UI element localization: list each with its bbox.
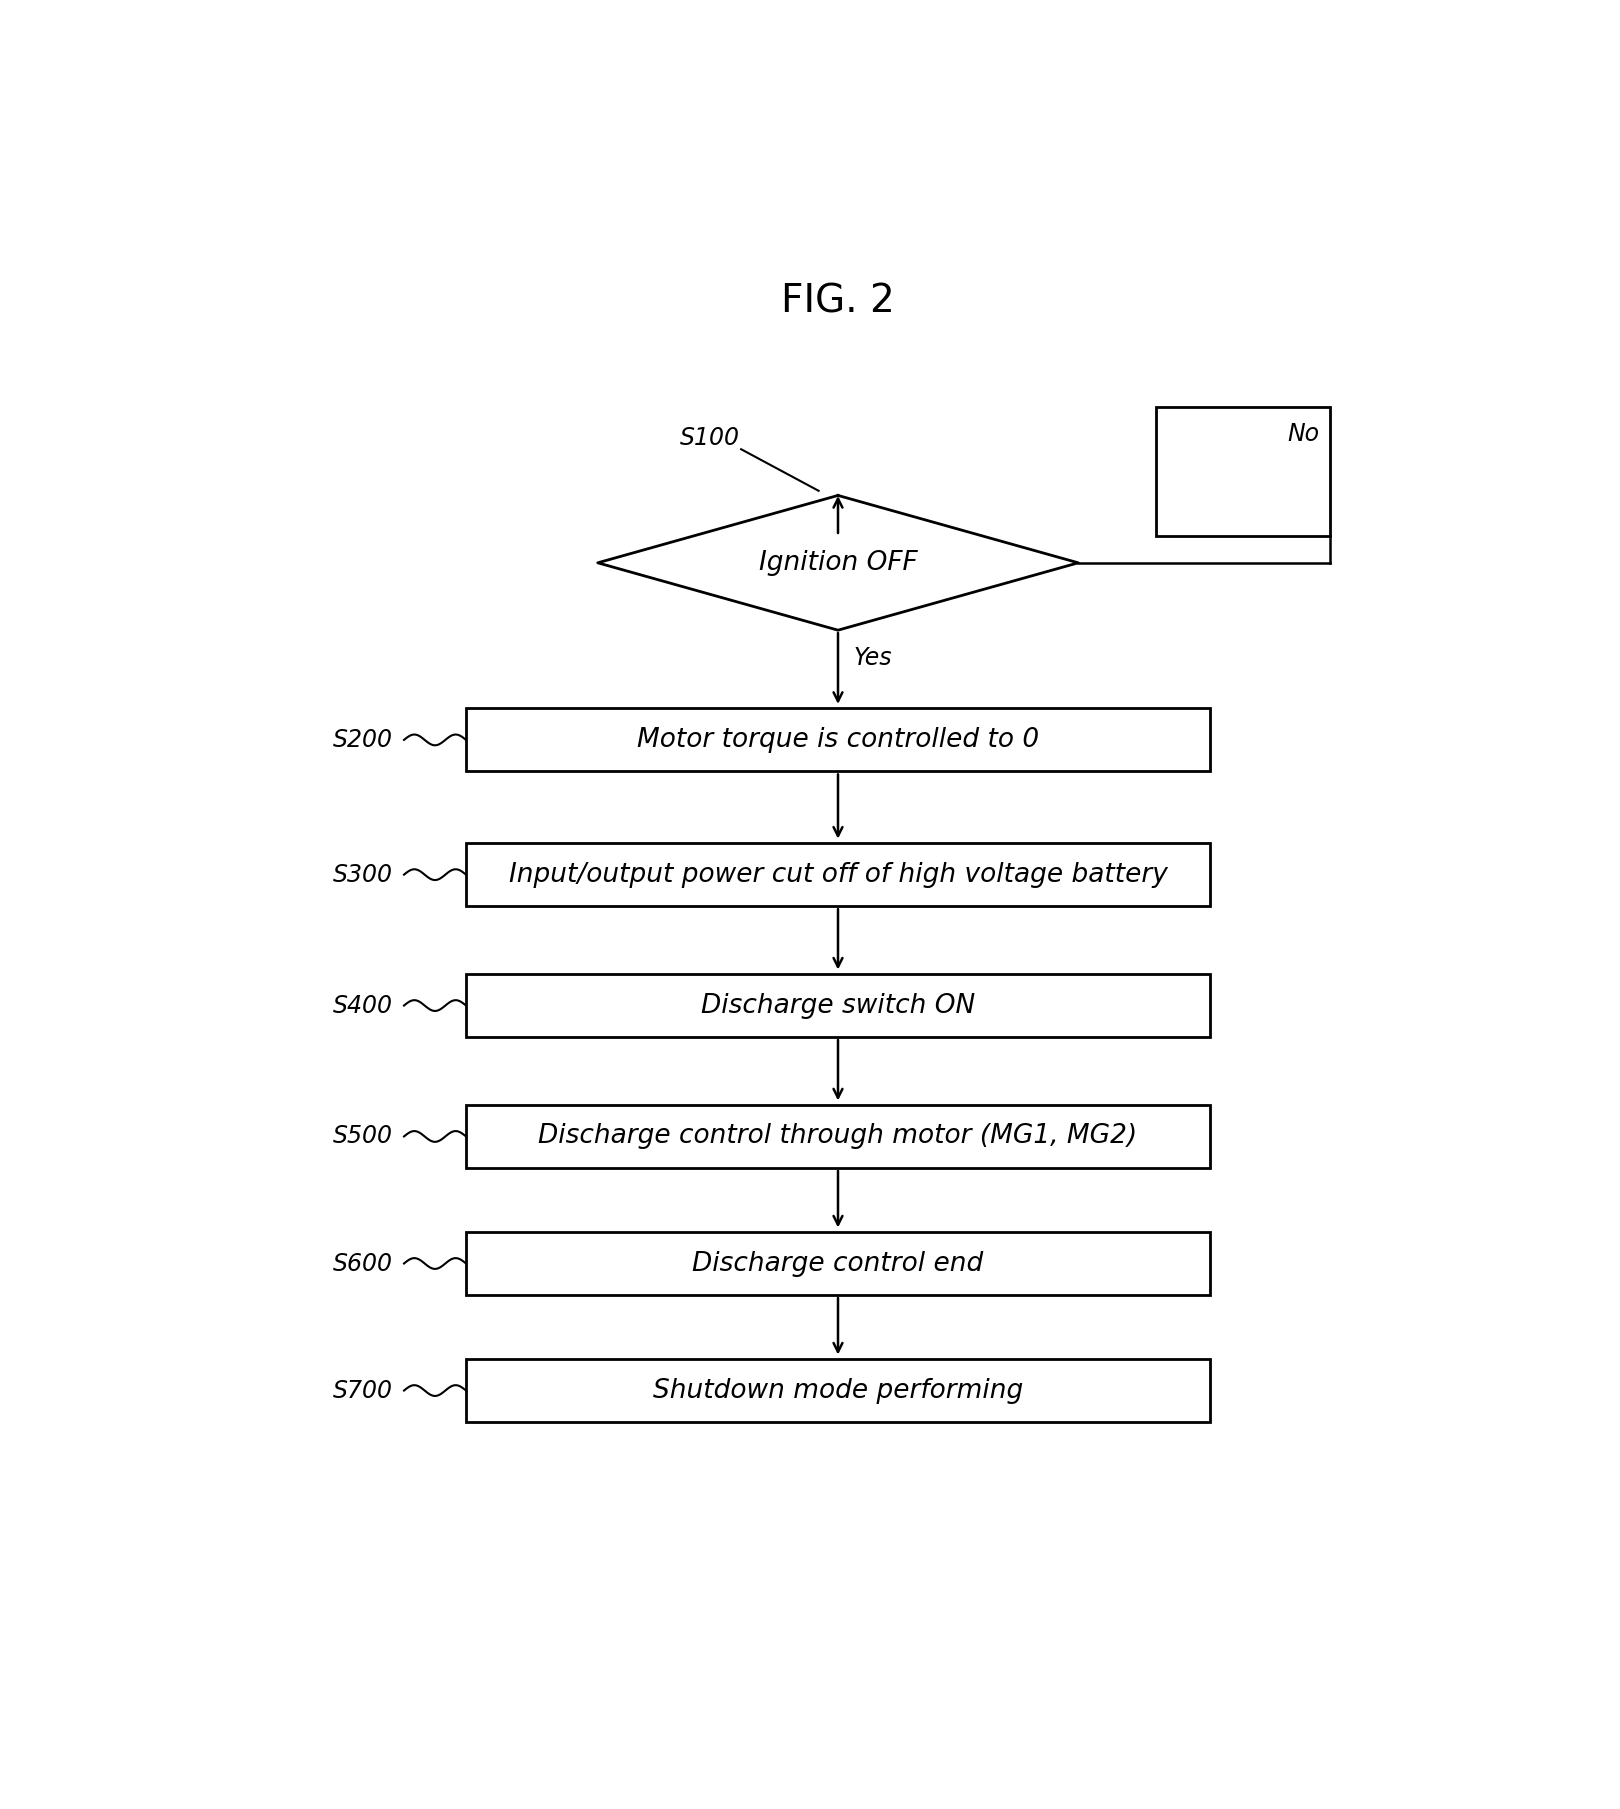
FancyBboxPatch shape — [467, 973, 1210, 1037]
Text: Discharge switch ON: Discharge switch ON — [701, 993, 975, 1018]
Text: S500: S500 — [332, 1125, 392, 1149]
Text: S100: S100 — [680, 427, 740, 450]
Text: S200: S200 — [332, 727, 392, 753]
Text: Discharge control through motor (MG1, MG2): Discharge control through motor (MG1, MG… — [538, 1123, 1137, 1149]
Text: S700: S700 — [332, 1378, 392, 1402]
Text: Shutdown mode performing: Shutdown mode performing — [653, 1378, 1024, 1404]
Text: Discharge control end: Discharge control end — [692, 1250, 983, 1277]
Text: Ignition OFF: Ignition OFF — [758, 550, 917, 575]
Text: Yes: Yes — [854, 646, 893, 669]
FancyBboxPatch shape — [467, 1105, 1210, 1169]
FancyBboxPatch shape — [467, 1359, 1210, 1422]
Text: Motor torque is controlled to 0: Motor torque is controlled to 0 — [637, 727, 1038, 753]
Polygon shape — [598, 496, 1079, 630]
Text: FIG. 2: FIG. 2 — [781, 282, 894, 320]
Text: S300: S300 — [332, 863, 392, 886]
Text: Input/output power cut off of high voltage battery: Input/output power cut off of high volta… — [509, 861, 1168, 888]
FancyBboxPatch shape — [467, 843, 1210, 906]
Text: S600: S600 — [332, 1252, 392, 1275]
Text: S400: S400 — [332, 993, 392, 1017]
Text: No: No — [1286, 421, 1319, 447]
FancyBboxPatch shape — [1155, 407, 1330, 535]
FancyBboxPatch shape — [467, 709, 1210, 771]
FancyBboxPatch shape — [467, 1232, 1210, 1295]
